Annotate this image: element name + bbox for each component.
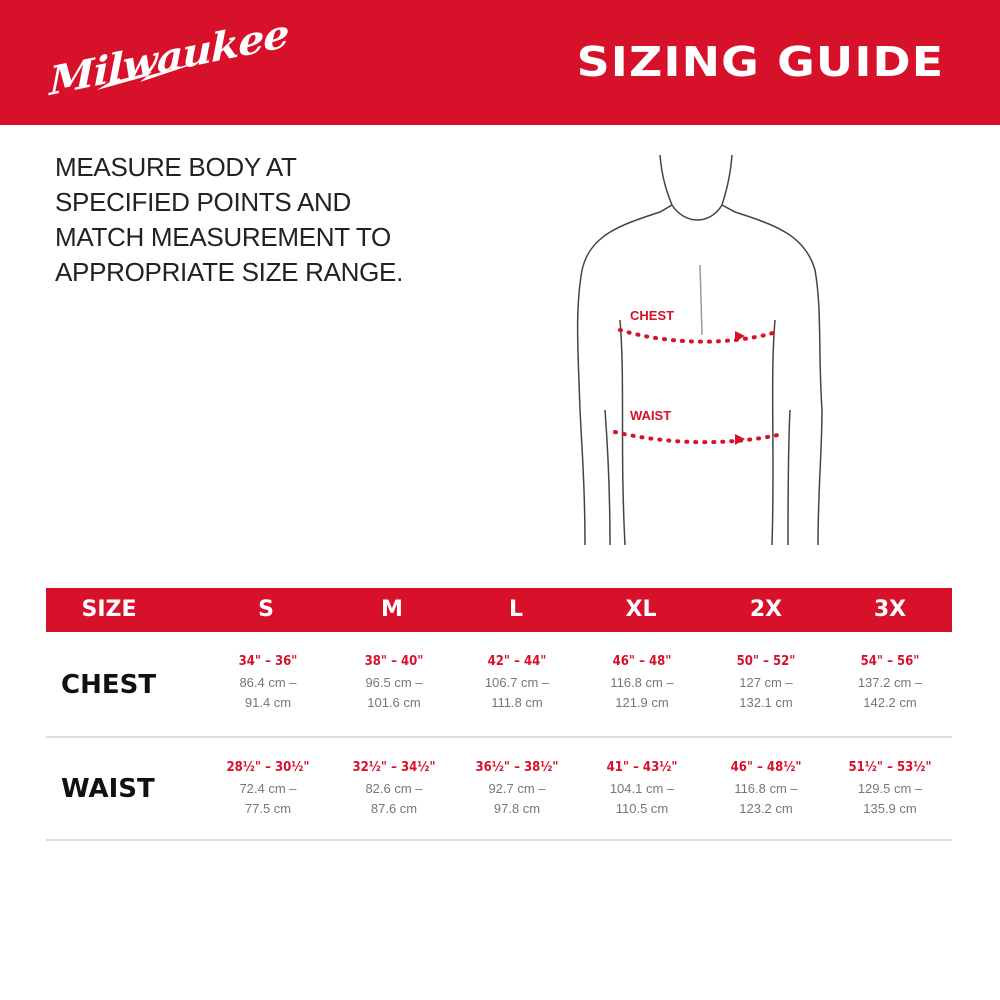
- table-cell: 50" – 52" 127 cm – 132.1 cm: [704, 654, 828, 713]
- lightning-bolt-icon: [27, 58, 212, 102]
- inch-range: 38" – 40": [364, 654, 424, 669]
- waist-label: WAIST: [630, 408, 671, 423]
- milwaukee-logo: Milwaukee: [22, 10, 288, 110]
- table-cell: 32½" – 34½" 82.6 cm – 87.6 cm: [332, 760, 456, 819]
- cm-range: 116.8 cm – 121.9 cm: [610, 675, 674, 710]
- header-banner: Milwaukee SIZING GUIDE: [0, 0, 1000, 125]
- table-row-chest: CHEST: [46, 632, 952, 738]
- inch-range: 41" – 43½": [606, 760, 678, 775]
- table-cell: 51½" – 53½" 129.5 cm – 135.9 cm: [828, 760, 952, 819]
- header-s: S: [258, 597, 274, 622]
- cm-range: 127 cm – 132.1 cm: [739, 675, 793, 710]
- inch-range: 54" – 56": [860, 654, 920, 669]
- cm-range: 129.5 cm – 135.9 cm: [857, 781, 923, 816]
- header-m: M: [381, 597, 403, 622]
- body-measurement-figure: CHEST WAIST: [576, 154, 823, 546]
- chest-measure-line: CHEST: [618, 308, 775, 344]
- cm-range: 137.2 cm – 142.2 cm: [857, 675, 923, 710]
- table-cell: 42" – 44" 106.7 cm – 111.8 cm: [455, 654, 579, 713]
- inch-range: 28½" – 30½": [226, 760, 310, 775]
- table-cell: 36½" – 38½" 92.7 cm – 97.8 cm: [455, 760, 579, 819]
- inch-range: 36½" – 38½": [475, 760, 559, 775]
- inch-range: 50" – 52": [736, 654, 796, 669]
- row-label: WAIST: [61, 774, 155, 804]
- inch-range: 34" – 36": [238, 654, 298, 669]
- cm-range: 116.8 cm – 123.2 cm: [734, 781, 798, 816]
- inch-range: 46" – 48": [612, 654, 672, 669]
- header-l: L: [508, 597, 524, 622]
- header-xl: XL: [625, 597, 657, 622]
- table-cell: 46" – 48" 116.8 cm – 121.9 cm: [580, 654, 704, 713]
- table-cell: 28½" – 30½" 72.4 cm – 77.5 cm: [206, 760, 330, 819]
- cm-range: 82.6 cm – 87.6 cm: [365, 781, 423, 816]
- table-cell: 54" – 56" 137.2 cm – 142.2 cm: [828, 654, 952, 713]
- header-3x: 3X: [873, 597, 907, 622]
- waist-measure-line: WAIST: [613, 408, 780, 445]
- header-2x: 2X: [749, 597, 783, 622]
- table-cell: 46" – 48½" 116.8 cm – 123.2 cm: [704, 760, 828, 819]
- cm-range: 86.4 cm – 91.4 cm: [239, 675, 297, 710]
- chest-label: CHEST: [630, 308, 674, 323]
- cm-range: 92.7 cm – 97.8 cm: [488, 781, 546, 816]
- size-table-header: SIZE S M L XL 2X 3X: [46, 588, 952, 632]
- inch-range: 46" – 48½": [730, 760, 802, 775]
- inch-range: 42" – 44": [487, 654, 547, 669]
- cm-range: 104.1 cm – 110.5 cm: [609, 781, 675, 816]
- table-cell: 41" – 43½" 104.1 cm – 110.5 cm: [580, 760, 704, 819]
- header-size: SIZE: [81, 597, 137, 622]
- cm-range: 106.7 cm – 111.8 cm: [484, 675, 550, 710]
- instructions-text: MEASURE BODY AT SPECIFIED POINTS AND MAT…: [55, 152, 404, 287]
- inch-range: 32½" – 34½": [352, 760, 436, 775]
- table-cell: 38" – 40" 96.5 cm – 101.6 cm: [332, 654, 456, 713]
- table-row-waist: WAIST: [46, 738, 952, 841]
- cm-range: 72.4 cm – 77.5 cm: [239, 781, 297, 816]
- row-label: CHEST: [61, 670, 157, 700]
- table-cell: 34" – 36" 86.4 cm – 91.4 cm: [206, 654, 330, 713]
- cm-range: 96.5 cm – 101.6 cm: [365, 675, 423, 710]
- inch-range: 51½" – 53½": [848, 760, 932, 775]
- page-title: SIZING GUIDE: [576, 38, 944, 86]
